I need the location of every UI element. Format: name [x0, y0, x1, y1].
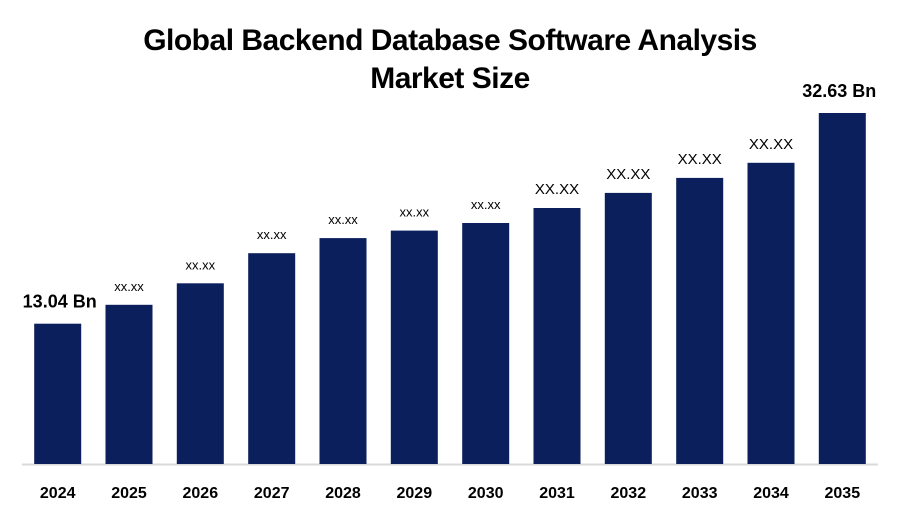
- bar-2033: [676, 177, 724, 464]
- data-label-2035: 32.63 Bn: [802, 81, 876, 101]
- data-label-2031: XX.XX: [535, 181, 579, 198]
- x-tick-label-2024: 2024: [40, 485, 76, 502]
- bar-2032: [604, 192, 652, 464]
- x-tick-label-2030: 2030: [468, 485, 504, 502]
- data-label-2027: xx.xx: [257, 227, 287, 242]
- chart-title: Global Backend Database Software Analysi…: [0, 22, 900, 98]
- data-label-2029: xx.xx: [399, 205, 429, 220]
- x-tick-label-2033: 2033: [682, 485, 718, 502]
- bar-2026: [176, 283, 224, 464]
- x-tick-label-2035: 2035: [825, 485, 861, 502]
- data-label-2030: xx.xx: [471, 197, 501, 212]
- data-label-2034: XX.XX: [749, 136, 793, 153]
- data-label-2028: xx.xx: [328, 212, 358, 227]
- x-tick-label-2031: 2031: [539, 485, 575, 502]
- bar-2029: [390, 230, 438, 464]
- data-label-2025: xx.xx: [114, 279, 144, 294]
- x-tick-label-2026: 2026: [183, 485, 219, 502]
- bar-2027: [248, 253, 296, 464]
- x-tick-label-2028: 2028: [325, 485, 361, 502]
- data-label-2024: 13.04 Bn: [23, 292, 97, 312]
- bar-2024: [34, 323, 82, 464]
- x-tick-label-2027: 2027: [254, 485, 290, 502]
- bar-2030: [462, 223, 510, 464]
- chart-title-line1: Global Backend Database Software Analysi…: [143, 24, 757, 57]
- x-tick-label-2029: 2029: [397, 485, 433, 502]
- bar-2034: [747, 162, 795, 465]
- x-tick-label-2025: 2025: [111, 485, 147, 502]
- chart-title-line2: Market Size: [370, 62, 530, 95]
- bar-2035: [818, 113, 866, 464]
- data-label-2032: XX.XX: [606, 166, 650, 183]
- bar-2025: [105, 304, 153, 464]
- bar-2028: [319, 238, 367, 464]
- data-label-2026: xx.xx: [185, 257, 215, 272]
- bar-2031: [533, 208, 581, 464]
- x-tick-label-2034: 2034: [753, 485, 789, 502]
- data-label-2033: XX.XX: [678, 151, 722, 168]
- x-tick-label-2032: 2032: [611, 485, 647, 502]
